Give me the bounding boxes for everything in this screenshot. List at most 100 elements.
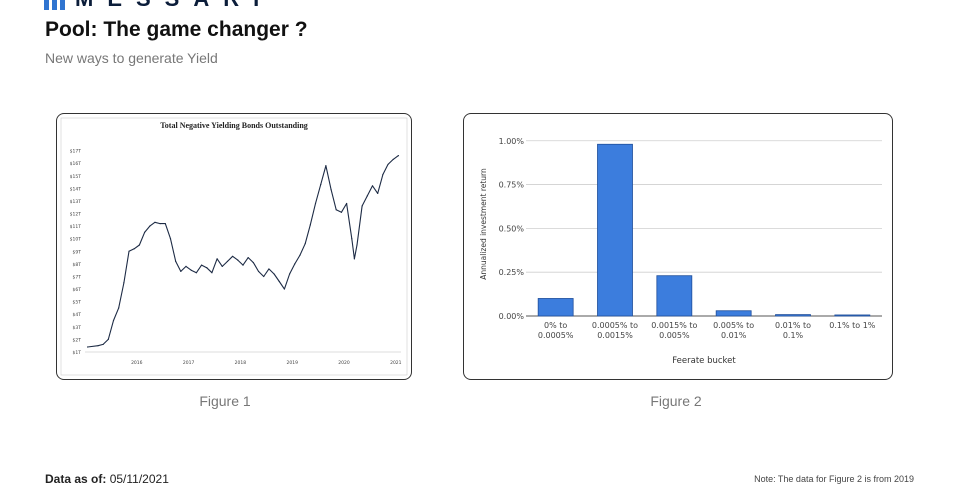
page-subtitle: New ways to generate Yield <box>45 50 218 66</box>
logo-icon <box>44 0 65 10</box>
chart-2-x-tick-label: 0.01% to 0.1% <box>775 321 811 340</box>
chart-1-data-point <box>346 202 348 205</box>
chart-2-y-tick-label: 1.00% <box>499 137 525 146</box>
chart-1-y-tick-label: $5T <box>73 300 82 306</box>
chart-1-data-point <box>154 221 156 223</box>
chart-2-bar <box>775 314 811 317</box>
chart-1-data-point <box>289 273 291 275</box>
chart-1-data-point <box>143 231 146 234</box>
chart-1-data-point <box>257 270 260 273</box>
chart-2-x-tick-label: 0.0005% to 0.0015% <box>592 321 638 340</box>
chart-1-data-point <box>159 223 161 225</box>
chart-1-data-point <box>325 165 327 167</box>
figure-2-caption: Figure 2 <box>650 393 702 409</box>
chart-1-data-point <box>356 244 358 246</box>
chart-1-y-tick-label: $11T <box>70 224 82 230</box>
data-date: Data as of: 05/11/2021 <box>45 472 169 486</box>
chart-1-data-point <box>392 158 394 160</box>
chart-1-data-point <box>123 282 125 284</box>
chart-1-y-tick-label: $1T <box>73 350 82 356</box>
chart-1-data-point <box>320 183 322 186</box>
chart-1-x-tick-label: 2018 <box>235 360 247 366</box>
chart-1-y-tick-label: $12T <box>70 212 82 218</box>
chart-1-data-point <box>273 273 275 275</box>
chart-1-data-point <box>268 268 270 270</box>
chart-1-data-point <box>128 250 130 252</box>
feerate-return-chart: 0.00% 0.25% 0.50% 0.75% 1.00% 0% to 0.0005% 0.0… <box>479 137 882 366</box>
chart-1-data-point <box>294 263 296 265</box>
chart-1-data-point <box>200 264 203 266</box>
chart-1-data-point <box>314 202 317 205</box>
chart-1-y-tick-label: $16T <box>70 161 82 167</box>
chart-2-y-axis-label: Annualized investment return <box>479 168 488 280</box>
chart-1-y-tick-label: $15T <box>70 174 82 180</box>
chart-2-x-tick-label: 0.1% to 1% <box>829 321 876 330</box>
chart-2-bar <box>715 310 752 317</box>
chart-1-title: Total Negative Yielding Bonds Outstandin… <box>160 121 308 130</box>
chart-1-data-point <box>309 224 311 226</box>
chart-1-data-point <box>397 155 400 157</box>
page-title: Pool: The game changer ? <box>45 18 308 41</box>
chart-1-data-point <box>330 189 332 191</box>
chart-1-data-point <box>340 211 343 213</box>
negative-yield-bonds-chart: Total Negative Yielding Bonds Outstandin… <box>60 117 408 376</box>
chart-2-x-tick-label: 0% to 0.0005% <box>538 321 574 340</box>
footer-note: Note: The data for Figure 2 is from 2019 <box>754 474 914 484</box>
chart-2-y-tick-label: 0.00% <box>499 312 525 321</box>
chart-1-y-tick-label: $6T <box>73 287 82 293</box>
chart-1-x-tick-label: 2016 <box>131 360 143 366</box>
chart-2-y-tick-label: 0.50% <box>499 224 525 233</box>
chart-1-data-point <box>335 209 337 211</box>
chart-1-data-point <box>206 267 208 269</box>
brand-logo: MESSARI <box>44 0 273 10</box>
chart-1-data-point <box>351 238 353 240</box>
chart-1-data-point <box>86 346 89 348</box>
chart-1-data-point <box>102 343 104 346</box>
chart-1-data-point <box>195 272 197 274</box>
chart-1-data-point <box>211 272 213 274</box>
data-date-value: 05/11/2021 <box>109 472 169 486</box>
figure-1-panel: Total Negative Yielding Bonds Outstandin… <box>56 113 412 380</box>
chart-1-data-point <box>97 345 99 347</box>
chart-2-bar <box>537 298 574 317</box>
chart-1-data-point <box>299 254 301 256</box>
chart-1-data-point <box>118 307 120 309</box>
chart-1-series-line <box>87 155 399 348</box>
chart-2-bar <box>834 314 871 317</box>
chart-1-data-point <box>387 163 389 166</box>
chart-1-data-point <box>263 275 265 278</box>
chart-2-x-tick-label: 0.005% to 0.01% <box>713 321 754 340</box>
chart-2-x-tick-label: 0.0015% to 0.005% <box>651 321 697 340</box>
chart-1-x-tick-label: 2017 <box>183 360 195 366</box>
brand-name: MESSARI <box>75 0 273 10</box>
chart-1-x-tick-label: 2019 <box>286 360 298 366</box>
chart-1-data-point <box>221 265 223 267</box>
chart-1-y-tick-label: $10T <box>70 237 82 243</box>
chart-1-data-point <box>185 265 187 267</box>
chart-1-data-point <box>138 244 140 246</box>
chart-1-y-tick-label: $9T <box>73 249 82 255</box>
chart-1-y-tick-label: $2T <box>73 337 82 343</box>
chart-1-data-point <box>242 264 244 266</box>
chart-1-data-point <box>361 205 363 207</box>
chart-1-y-tick-label: $14T <box>70 186 82 192</box>
chart-1-data-point <box>133 248 135 250</box>
data-date-label: Data as of: <box>45 472 107 486</box>
chart-1-y-tick-label: $13T <box>70 199 82 205</box>
chart-1-data-point <box>149 225 151 227</box>
chart-1-frame <box>60 117 408 376</box>
chart-1-data-point <box>232 255 234 257</box>
figure-2-panel: 0.00% 0.25% 0.50% 0.75% 1.00% 0% to 0.0005% 0.0… <box>463 113 893 380</box>
chart-1-x-tick-label: 2021 <box>390 360 402 366</box>
chart-1-data-point <box>169 238 172 240</box>
figure-1-caption: Figure 1 <box>199 393 251 409</box>
chart-1-data-point <box>377 192 379 194</box>
chart-1-data-point <box>278 280 280 283</box>
chart-1-data-point <box>226 260 229 262</box>
chart-1-data-point <box>252 262 254 264</box>
chart-1-data-point <box>107 338 109 341</box>
chart-1-data-point <box>304 243 306 245</box>
chart-1-data-point <box>216 258 218 260</box>
chart-1-x-tick-label: 2020 <box>338 360 350 366</box>
chart-2-bar <box>597 143 633 317</box>
